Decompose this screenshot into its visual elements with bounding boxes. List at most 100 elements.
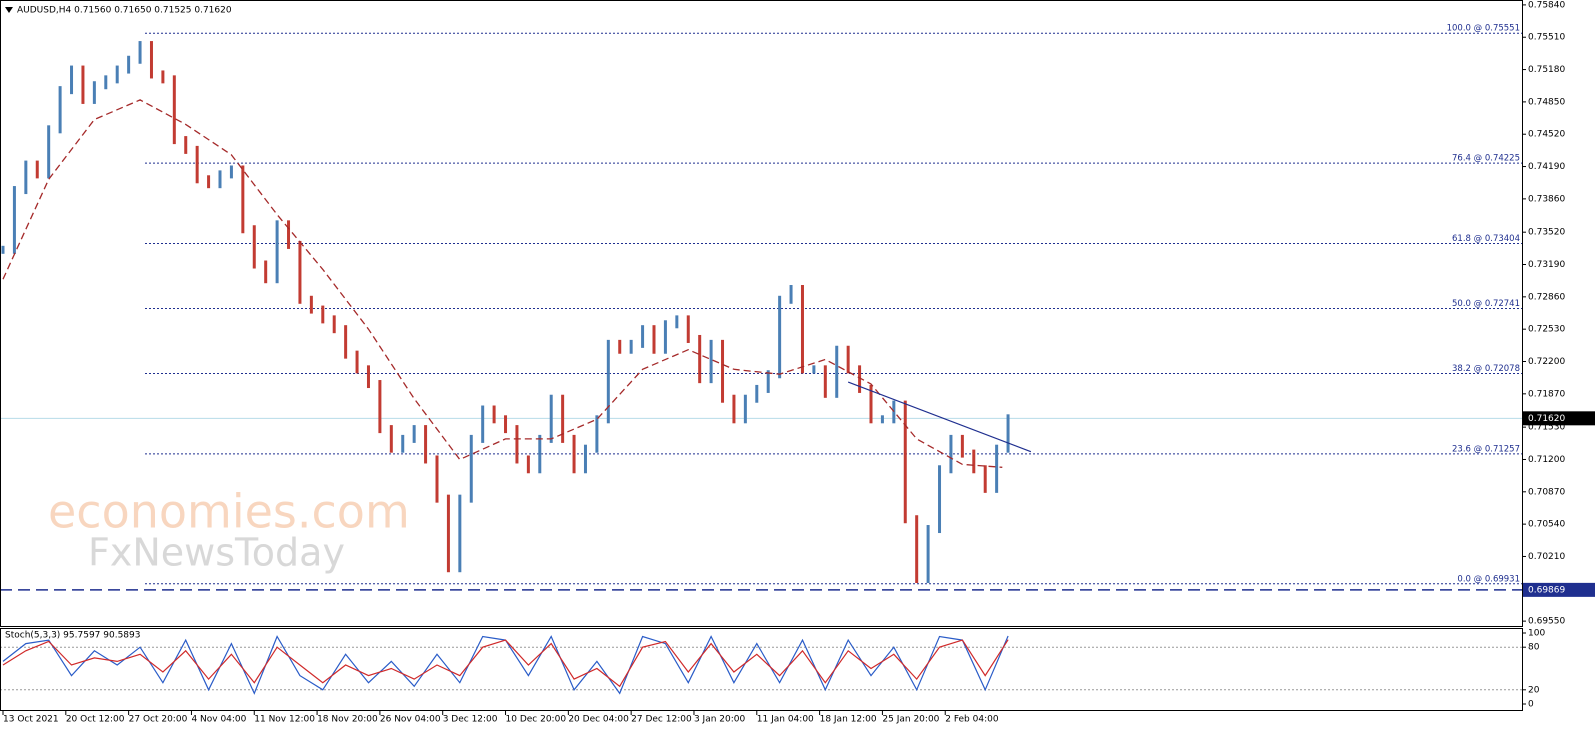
price-bar bbox=[309, 295, 313, 314]
y-tick-label: 0.70210 bbox=[1528, 552, 1565, 562]
watermark: FxNewsToday bbox=[88, 531, 345, 575]
price-bar bbox=[378, 380, 382, 434]
moving-average bbox=[2, 99, 1003, 468]
x-tick-label: 27 Dec 12:00 bbox=[631, 715, 692, 725]
y-tick-label: 20 bbox=[1528, 685, 1540, 695]
price-bar bbox=[618, 339, 622, 354]
price-bar bbox=[287, 220, 291, 249]
price-bar bbox=[184, 136, 188, 154]
price-bar bbox=[115, 65, 119, 84]
y-tick-label: 0.73190 bbox=[1528, 260, 1565, 270]
price-bar bbox=[241, 165, 245, 234]
price-bar bbox=[515, 425, 519, 464]
stoch-line bbox=[2, 639, 1009, 688]
price-bar bbox=[389, 425, 393, 453]
y-tick-label: 0.72530 bbox=[1528, 325, 1565, 335]
price-bar bbox=[127, 55, 131, 74]
fib-label: 50.0 @ 0.72741 bbox=[1452, 299, 1520, 309]
x-tick-label: 3 Dec 12:00 bbox=[443, 715, 498, 725]
price-bar bbox=[641, 325, 645, 348]
price-bar bbox=[435, 455, 439, 503]
y-tick-label: 0.73860 bbox=[1528, 194, 1565, 204]
fib-label: 100.0 @ 0.75551 bbox=[1447, 24, 1520, 34]
y-tick-label: 100 bbox=[1528, 629, 1545, 639]
x-tick-label: 13 Oct 2021 bbox=[3, 715, 59, 725]
price-bar bbox=[549, 394, 553, 443]
price-bar bbox=[880, 415, 884, 424]
price-bar bbox=[595, 415, 599, 453]
price-box-label: 0.71620 bbox=[1528, 414, 1565, 424]
price-bar bbox=[355, 350, 359, 374]
price-bar bbox=[949, 434, 953, 474]
y-tick-label: 0.69550 bbox=[1528, 617, 1565, 627]
price-bar bbox=[1006, 414, 1010, 453]
price-bar bbox=[915, 515, 919, 583]
price-bar bbox=[47, 125, 51, 179]
y-tick-label: 80 bbox=[1528, 643, 1540, 653]
x-tick-label: 20 Dec 04:00 bbox=[568, 715, 629, 725]
price-bar bbox=[892, 400, 896, 424]
x-tick-label: 11 Jan 04:00 bbox=[757, 715, 814, 725]
price-bar bbox=[606, 339, 610, 424]
y-tick-label: 0.71530 bbox=[1528, 423, 1565, 433]
price-bar bbox=[538, 434, 542, 474]
price-bar bbox=[70, 65, 74, 95]
price-bar bbox=[869, 384, 873, 424]
price-bar bbox=[366, 365, 370, 389]
y-tick-label: 0.75840 bbox=[1528, 0, 1565, 10]
price-bar bbox=[481, 405, 485, 443]
price-bar bbox=[698, 334, 702, 384]
trendline bbox=[847, 381, 1032, 453]
stoch-pane: 100 80 20 0 bbox=[0, 629, 1545, 710]
price-bar bbox=[732, 394, 736, 424]
watermark: economies.com bbox=[48, 485, 410, 539]
price-bar bbox=[446, 494, 450, 573]
price-bar bbox=[298, 240, 302, 304]
price-bar bbox=[424, 425, 428, 464]
x-tick-label: 27 Oct 20:00 bbox=[129, 715, 188, 725]
x-tick-label: 20 Oct 12:00 bbox=[66, 715, 125, 725]
price-bar bbox=[24, 160, 28, 195]
y-tick-label: 0.74850 bbox=[1528, 97, 1565, 107]
price-bar bbox=[800, 285, 804, 374]
fib-label: 61.8 @ 0.73404 bbox=[1452, 234, 1520, 244]
price-bar bbox=[778, 295, 782, 379]
price-bar bbox=[1, 245, 5, 254]
price-bar bbox=[149, 41, 153, 79]
price-box bbox=[1523, 411, 1595, 426]
price-bar bbox=[743, 394, 747, 424]
price-box bbox=[1523, 582, 1595, 597]
pane-border bbox=[0, 628, 1523, 711]
price-bar bbox=[983, 465, 987, 493]
menu-arrow[interactable] bbox=[5, 7, 13, 13]
price-box-label: 0.69869 bbox=[1528, 585, 1565, 595]
price-bar bbox=[58, 86, 62, 134]
price-bar bbox=[504, 415, 508, 434]
price-bar bbox=[195, 145, 199, 184]
price-bar bbox=[172, 75, 176, 145]
price-bar bbox=[207, 175, 211, 189]
price-bar bbox=[629, 339, 633, 354]
price-bar bbox=[526, 455, 530, 474]
price-bar bbox=[401, 434, 405, 453]
fib-label: 76.4 @ 0.74225 bbox=[1452, 154, 1520, 164]
y-tick-label: 0.75510 bbox=[1528, 33, 1565, 43]
price-bar bbox=[412, 425, 416, 443]
price-bar bbox=[686, 315, 690, 343]
fib-label: 23.6 @ 0.71257 bbox=[1452, 444, 1520, 454]
price-bar bbox=[104, 75, 108, 90]
y-tick-label: 0 bbox=[1528, 700, 1534, 710]
price-bar bbox=[835, 345, 839, 398]
price-bar bbox=[846, 345, 850, 374]
fib-label: 0.0 @ 0.69931 bbox=[1457, 574, 1520, 584]
x-tick-label: 10 Dec 20:00 bbox=[506, 715, 567, 725]
price-bar bbox=[583, 444, 587, 474]
price-bar bbox=[663, 320, 667, 354]
price-bar bbox=[264, 260, 268, 284]
x-tick-label: 2 Feb 04:00 bbox=[945, 715, 999, 725]
price-bar bbox=[938, 465, 942, 534]
x-tick-label: 18 Nov 20:00 bbox=[317, 715, 378, 725]
price-bar bbox=[675, 315, 679, 329]
price-bar bbox=[858, 365, 862, 393]
